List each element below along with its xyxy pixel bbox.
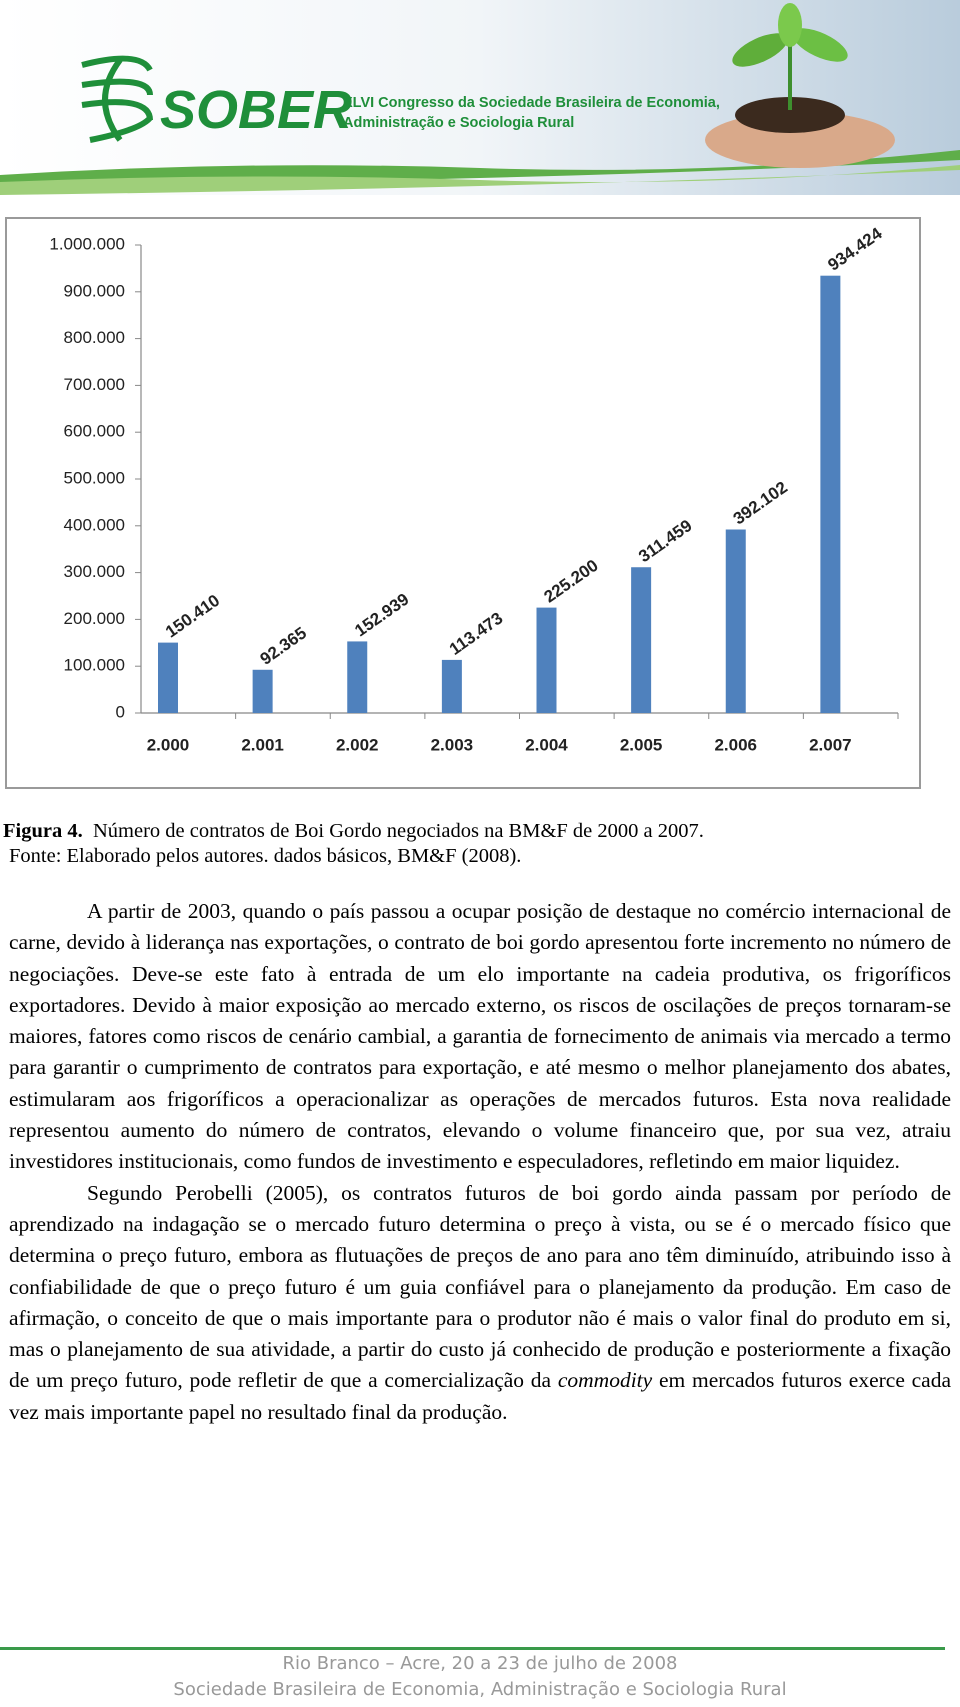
footer-text: Rio Branco – Acre, 20 a 23 de julho de 2… xyxy=(282,1653,678,1674)
emphasis: commodity xyxy=(557,1368,653,1393)
paragraph: Segundo Perobelli (2005), os contratos f… xyxy=(9,1178,951,1428)
chart: 0 100.000 200.000 300.000 400.000 500.000 600.… xyxy=(5,217,921,789)
y-tick-label: 200.000 xyxy=(64,609,125,628)
y-tick-label: 600.000 xyxy=(64,422,125,441)
x-tick-label: 2.003 xyxy=(431,735,474,754)
x-tick-label: 2.007 xyxy=(809,735,852,754)
bar xyxy=(536,607,557,713)
footer-text: Sociedade Brasileira de Economia, Admini… xyxy=(173,1679,787,1700)
congress-title: Administração e Sociologia Rural xyxy=(343,115,574,131)
y-tick-label: 300.000 xyxy=(64,562,125,581)
y-tick-label: 800.000 xyxy=(64,328,125,347)
y-tick-label: 1.000.000 xyxy=(49,234,125,253)
bar xyxy=(347,641,368,713)
body-text: A partir de 2003, quando o país passou a… xyxy=(9,896,951,1428)
banner-wave xyxy=(0,165,960,195)
header-banner: SOBER XLVI Congresso da Sociedade Brasil… xyxy=(0,0,960,195)
y-tick-label: 900.000 xyxy=(64,281,125,300)
bar xyxy=(158,642,178,713)
x-tick-label: 2.004 xyxy=(525,735,568,754)
y-tick-label: 400.000 xyxy=(64,515,125,534)
y-tick-label: 100.000 xyxy=(64,656,125,675)
paragraph-text: em mercados futuros exerce cada vez mais… xyxy=(9,1368,952,1424)
y-tick-label: 0 xyxy=(116,702,125,721)
bar xyxy=(441,659,462,713)
paragraph-text: Segundo Perobelli (2005), os contratos f… xyxy=(9,1180,951,1393)
bar xyxy=(252,669,273,713)
bar xyxy=(725,529,746,713)
caption-label: Figura 4. xyxy=(3,820,83,842)
logo-mark xyxy=(81,55,153,143)
x-tick-label: 2.000 xyxy=(147,735,190,754)
paragraph-text: A partir de 2003, quando o país passou a… xyxy=(9,899,951,1174)
caption-text: Número de contratos de Boi Gordo negocia… xyxy=(92,820,704,842)
x-tick-label: 2.001 xyxy=(241,735,284,754)
footer-rule xyxy=(0,1647,945,1650)
x-tick-label: 2.005 xyxy=(620,735,663,754)
x-tick-label: 2.006 xyxy=(714,735,757,754)
chart-frame xyxy=(5,217,921,789)
bar xyxy=(820,275,841,713)
figure-caption: Figura 4. Número de contratos de Boi Gor… xyxy=(3,820,704,843)
congress-title: XLVI Congresso da Sociedade Brasileira d… xyxy=(343,95,720,111)
y-tick-label: 500.000 xyxy=(64,468,125,487)
paragraph: A partir de 2003, quando o país passou a… xyxy=(9,896,951,1178)
figure-source: Fonte: Elaborado pelos autores. dados bá… xyxy=(9,845,522,867)
y-tick-label: 700.000 xyxy=(64,375,125,394)
x-tick-label: 2.002 xyxy=(336,735,379,754)
bar xyxy=(631,567,652,713)
plant-hands xyxy=(705,3,895,168)
logo-text: SOBER xyxy=(160,80,352,140)
